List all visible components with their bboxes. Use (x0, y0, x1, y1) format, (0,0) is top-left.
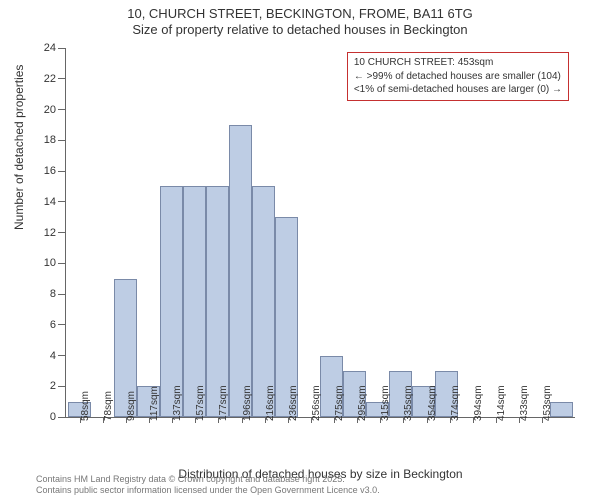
x-tick-label: 78sqm (103, 391, 114, 421)
y-tick-label: 12 (44, 227, 66, 239)
x-tick-label: 354sqm (427, 385, 438, 421)
y-tick-label: 8 (50, 288, 66, 300)
bar-slot (298, 48, 321, 417)
bar-slot (481, 48, 504, 417)
bar (183, 186, 206, 417)
x-tick-label: 335sqm (403, 385, 414, 421)
bar-slot (458, 48, 481, 417)
bar-slot (320, 48, 343, 417)
bar-slot (275, 48, 298, 417)
footer-line: Contains public sector information licen… (36, 485, 380, 496)
y-tick-label: 18 (44, 134, 66, 146)
y-tick-label: 22 (44, 73, 66, 85)
y-tick-label: 0 (50, 411, 66, 423)
x-tick-label: 58sqm (80, 391, 91, 421)
x-tick-label: 275sqm (334, 385, 345, 421)
x-tick-label: 117sqm (149, 386, 160, 421)
bar-slot (504, 48, 527, 417)
x-tick-label: 295sqm (357, 385, 368, 421)
bar (160, 186, 183, 417)
bars-container (66, 48, 575, 417)
chart-titles: 10, CHURCH STREET, BECKINGTON, FROME, BA… (0, 0, 600, 39)
x-tick-label: 433sqm (519, 385, 530, 421)
bar-slot (160, 48, 183, 417)
x-tick-label: 177sqm (218, 385, 229, 421)
bar-slot (550, 48, 573, 417)
x-tick-label: 157sqm (195, 385, 206, 421)
x-tick-label: 256sqm (311, 385, 322, 421)
annotation-line: ← >99% of detached houses are smaller (1… (354, 70, 562, 84)
bar (252, 186, 275, 417)
x-tick-label: 196sqm (242, 385, 253, 421)
x-tick-label: 216sqm (265, 385, 276, 421)
bar-slot (229, 48, 252, 417)
y-tick-label: 16 (44, 165, 66, 177)
bar-slot (412, 48, 435, 417)
x-tick-label: 137sqm (172, 385, 183, 421)
y-axis-label: Number of detached properties (12, 65, 26, 230)
bar-slot (114, 48, 137, 417)
x-tick-label: 236sqm (288, 385, 299, 421)
bar (229, 125, 252, 417)
bar-slot (343, 48, 366, 417)
y-tick-label: 2 (50, 380, 66, 392)
x-tick-label: 374sqm (450, 385, 461, 421)
bar-slot (68, 48, 91, 417)
footer-attribution: Contains HM Land Registry data © Crown c… (36, 474, 380, 497)
bar-slot (389, 48, 412, 417)
x-tick-label: 453sqm (542, 385, 553, 421)
bar-slot (206, 48, 229, 417)
annotation-line: 10 CHURCH STREET: 453sqm (354, 56, 562, 70)
title-line-2: Size of property relative to detached ho… (0, 22, 600, 38)
bar-slot (137, 48, 160, 417)
bar (206, 186, 229, 417)
x-tick-label: 414sqm (496, 385, 507, 421)
x-tick-label: 98sqm (126, 391, 137, 421)
annotation-box: 10 CHURCH STREET: 453sqm ← >99% of detac… (347, 52, 569, 101)
y-tick-label: 24 (44, 42, 66, 54)
x-tick-label: 394sqm (473, 385, 484, 421)
bar-slot (183, 48, 206, 417)
bar-slot (91, 48, 114, 417)
bar-slot (366, 48, 389, 417)
title-line-1: 10, CHURCH STREET, BECKINGTON, FROME, BA… (0, 6, 600, 22)
annotation-line: <1% of semi-detached houses are larger (… (354, 83, 562, 97)
bar-slot (527, 48, 550, 417)
x-tick-label: 315sqm (380, 385, 391, 421)
bar-slot (252, 48, 275, 417)
bar (550, 402, 573, 417)
y-tick-label: 6 (50, 319, 66, 331)
y-tick-label: 4 (50, 350, 66, 362)
bar-slot (435, 48, 458, 417)
y-tick-label: 10 (44, 257, 66, 269)
plot-area: 10 CHURCH STREET: 453sqm ← >99% of detac… (65, 48, 575, 418)
y-tick-label: 14 (44, 196, 66, 208)
footer-line: Contains HM Land Registry data © Crown c… (36, 474, 380, 485)
y-tick-label: 20 (44, 104, 66, 116)
